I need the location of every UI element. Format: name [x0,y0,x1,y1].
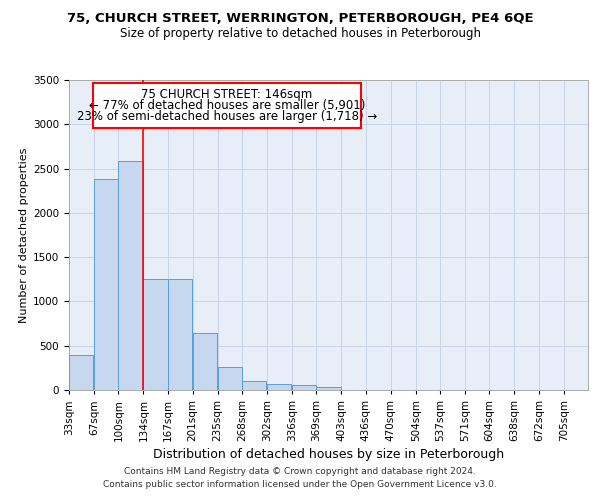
FancyBboxPatch shape [92,82,361,128]
Text: Contains HM Land Registry data © Crown copyright and database right 2024.: Contains HM Land Registry data © Crown c… [124,467,476,476]
Bar [118,162,143,390]
Text: ← 77% of detached houses are smaller (5,901): ← 77% of detached houses are smaller (5,… [89,99,365,112]
Bar [267,384,292,390]
Bar [193,333,217,390]
X-axis label: Distribution of detached houses by size in Peterborough: Distribution of detached houses by size … [153,448,504,461]
Text: 23% of semi-detached houses are larger (1,718) →: 23% of semi-detached houses are larger (… [77,110,377,123]
Bar [94,179,118,390]
Text: Size of property relative to detached houses in Peterborough: Size of property relative to detached ho… [119,28,481,40]
Bar [143,280,167,390]
Bar [167,280,192,390]
Bar [316,387,341,390]
Bar [242,381,266,390]
Bar [292,385,316,390]
Text: 75 CHURCH STREET: 146sqm: 75 CHURCH STREET: 146sqm [141,88,313,101]
Y-axis label: Number of detached properties: Number of detached properties [19,148,29,322]
Text: 75, CHURCH STREET, WERRINGTON, PETERBOROUGH, PE4 6QE: 75, CHURCH STREET, WERRINGTON, PETERBORO… [67,12,533,26]
Text: Contains public sector information licensed under the Open Government Licence v3: Contains public sector information licen… [103,480,497,489]
Bar [218,368,242,390]
Bar [69,356,93,390]
